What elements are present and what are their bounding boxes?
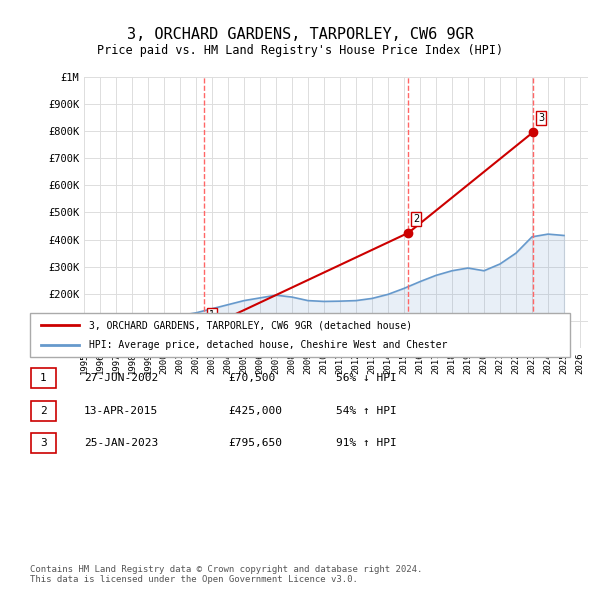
Text: 1: 1 [40, 373, 47, 383]
FancyBboxPatch shape [31, 433, 56, 453]
Text: £425,000: £425,000 [228, 406, 282, 415]
Text: HPI: Average price, detached house, Cheshire West and Chester: HPI: Average price, detached house, Ches… [89, 340, 448, 349]
Text: £795,650: £795,650 [228, 438, 282, 448]
Text: 3: 3 [538, 113, 544, 123]
Text: 3, ORCHARD GARDENS, TARPORLEY, CW6 9GR: 3, ORCHARD GARDENS, TARPORLEY, CW6 9GR [127, 27, 473, 41]
Text: 91% ↑ HPI: 91% ↑ HPI [336, 438, 397, 448]
Text: 25-JAN-2023: 25-JAN-2023 [84, 438, 158, 448]
FancyBboxPatch shape [31, 368, 56, 388]
Text: 56% ↓ HPI: 56% ↓ HPI [336, 373, 397, 383]
Text: 54% ↑ HPI: 54% ↑ HPI [336, 406, 397, 415]
Text: Contains HM Land Registry data © Crown copyright and database right 2024.
This d: Contains HM Land Registry data © Crown c… [30, 565, 422, 584]
Text: 2: 2 [40, 406, 47, 415]
Text: 13-APR-2015: 13-APR-2015 [84, 406, 158, 415]
Text: £70,500: £70,500 [228, 373, 275, 383]
Text: 3, ORCHARD GARDENS, TARPORLEY, CW6 9GR (detached house): 3, ORCHARD GARDENS, TARPORLEY, CW6 9GR (… [89, 320, 413, 330]
FancyBboxPatch shape [30, 313, 570, 357]
FancyBboxPatch shape [31, 401, 56, 421]
Text: 2: 2 [413, 214, 419, 224]
Text: 3: 3 [40, 438, 47, 448]
Text: 1: 1 [209, 310, 215, 320]
Text: Price paid vs. HM Land Registry's House Price Index (HPI): Price paid vs. HM Land Registry's House … [97, 44, 503, 57]
Text: 27-JUN-2002: 27-JUN-2002 [84, 373, 158, 383]
